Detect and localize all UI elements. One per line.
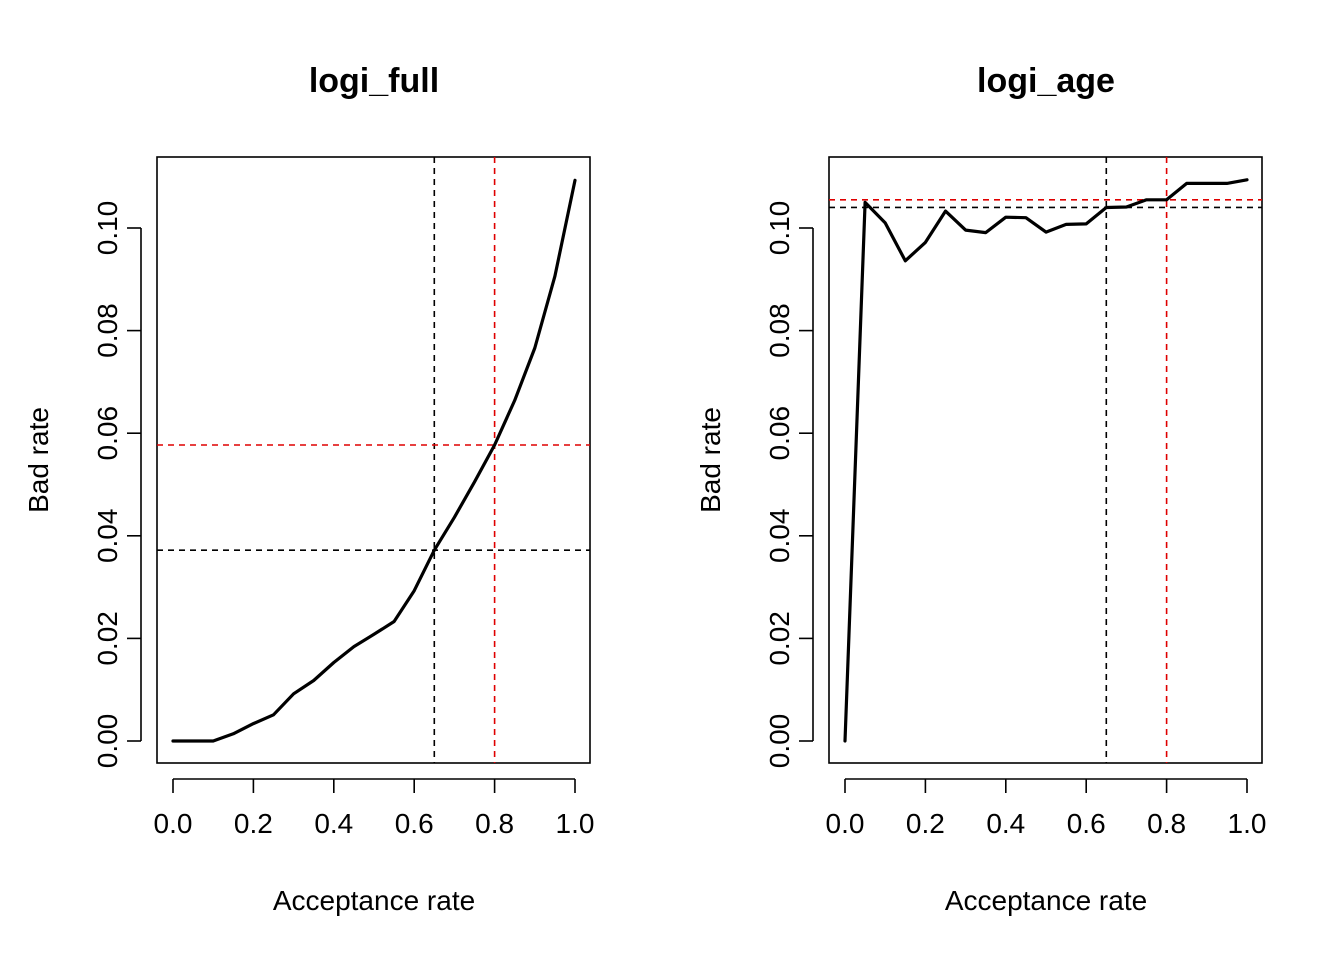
data-point bbox=[1225, 182, 1228, 185]
data-point bbox=[212, 740, 215, 743]
data-point bbox=[513, 399, 516, 402]
data-point bbox=[232, 732, 235, 735]
data-point bbox=[844, 740, 847, 743]
data-point bbox=[332, 661, 335, 664]
y-axis-label: Bad rate bbox=[695, 407, 726, 513]
data-point bbox=[984, 231, 987, 234]
data-point bbox=[904, 259, 907, 262]
y-tick-label: 0.06 bbox=[92, 406, 123, 461]
x-tick-label: 0.0 bbox=[154, 808, 193, 839]
data-point bbox=[884, 221, 887, 224]
x-tick-label: 0.2 bbox=[906, 808, 945, 839]
data-point bbox=[292, 692, 295, 695]
x-tick-label: 0.8 bbox=[1147, 808, 1186, 839]
data-point bbox=[1065, 223, 1068, 226]
y-tick-label: 0.00 bbox=[92, 714, 123, 769]
data-point bbox=[493, 443, 496, 446]
x-tick-label: 1.0 bbox=[1228, 808, 1267, 839]
y-tick-label: 0.02 bbox=[92, 611, 123, 666]
data-point bbox=[1145, 198, 1148, 201]
y-tick-label: 0.04 bbox=[764, 509, 795, 564]
bad-rate-line bbox=[843, 178, 1249, 743]
x-tick-label: 1.0 bbox=[556, 808, 595, 839]
data-point bbox=[373, 633, 376, 636]
data-point bbox=[393, 620, 396, 623]
x-axis-label: Acceptance rate bbox=[945, 885, 1147, 916]
y-tick-label: 0.06 bbox=[764, 406, 795, 461]
y-tick-label: 0.10 bbox=[764, 201, 795, 256]
data-point bbox=[172, 740, 175, 743]
data-point bbox=[413, 589, 416, 592]
data-point bbox=[453, 516, 456, 519]
panel-logi-full: logi_full Acceptance rate Bad rate 0.0 0.… bbox=[23, 62, 594, 916]
data-point bbox=[964, 229, 967, 232]
x-tick-label: 0.4 bbox=[986, 808, 1025, 839]
y-tick-label: 0.02 bbox=[764, 611, 795, 666]
y-tick-label: 0.04 bbox=[92, 509, 123, 564]
x-tick-label: 0.4 bbox=[314, 808, 353, 839]
y-tick-label: 0.10 bbox=[92, 201, 123, 256]
y-axis-label: Bad rate bbox=[23, 407, 54, 513]
data-point bbox=[1165, 198, 1168, 201]
data-point bbox=[1185, 182, 1188, 185]
data-point bbox=[944, 210, 947, 213]
data-point bbox=[1205, 182, 1208, 185]
data-point bbox=[1125, 205, 1128, 208]
data-point bbox=[1246, 178, 1249, 181]
data-point bbox=[473, 480, 476, 483]
plot-title: logi_full bbox=[309, 62, 439, 100]
data-point bbox=[574, 179, 577, 182]
data-point bbox=[533, 347, 536, 350]
data-point bbox=[1085, 222, 1088, 225]
y-tick-label: 0.00 bbox=[764, 714, 795, 769]
data-point bbox=[1105, 206, 1108, 209]
x-axis-label: Acceptance rate bbox=[273, 885, 475, 916]
panel-logi-age: logi_age Acceptance rate Bad rate 0.0 0.2… bbox=[695, 62, 1266, 916]
data-point bbox=[272, 713, 275, 716]
x-tick-label: 0.8 bbox=[475, 808, 514, 839]
data-point bbox=[1024, 216, 1027, 219]
plot-frame bbox=[156, 156, 591, 764]
bad-rate-line bbox=[171, 178, 577, 743]
data-point bbox=[433, 549, 436, 552]
data-point bbox=[192, 740, 195, 743]
y-tick-label: 0.08 bbox=[764, 303, 795, 358]
x-tick-label: 0.2 bbox=[234, 808, 273, 839]
data-point bbox=[553, 275, 556, 278]
x-tick-label: 0.0 bbox=[826, 808, 865, 839]
data-point bbox=[1004, 216, 1007, 219]
data-point bbox=[352, 645, 355, 648]
plot-frame bbox=[828, 156, 1263, 764]
x-tick-label: 0.6 bbox=[1067, 808, 1106, 839]
data-point bbox=[924, 241, 927, 244]
data-point bbox=[252, 722, 255, 725]
x-tick-label: 0.6 bbox=[395, 808, 434, 839]
plot-title: logi_age bbox=[977, 62, 1115, 100]
data-point bbox=[1045, 231, 1048, 234]
y-tick-label: 0.08 bbox=[92, 303, 123, 358]
data-point bbox=[312, 679, 315, 682]
data-point bbox=[864, 201, 867, 204]
